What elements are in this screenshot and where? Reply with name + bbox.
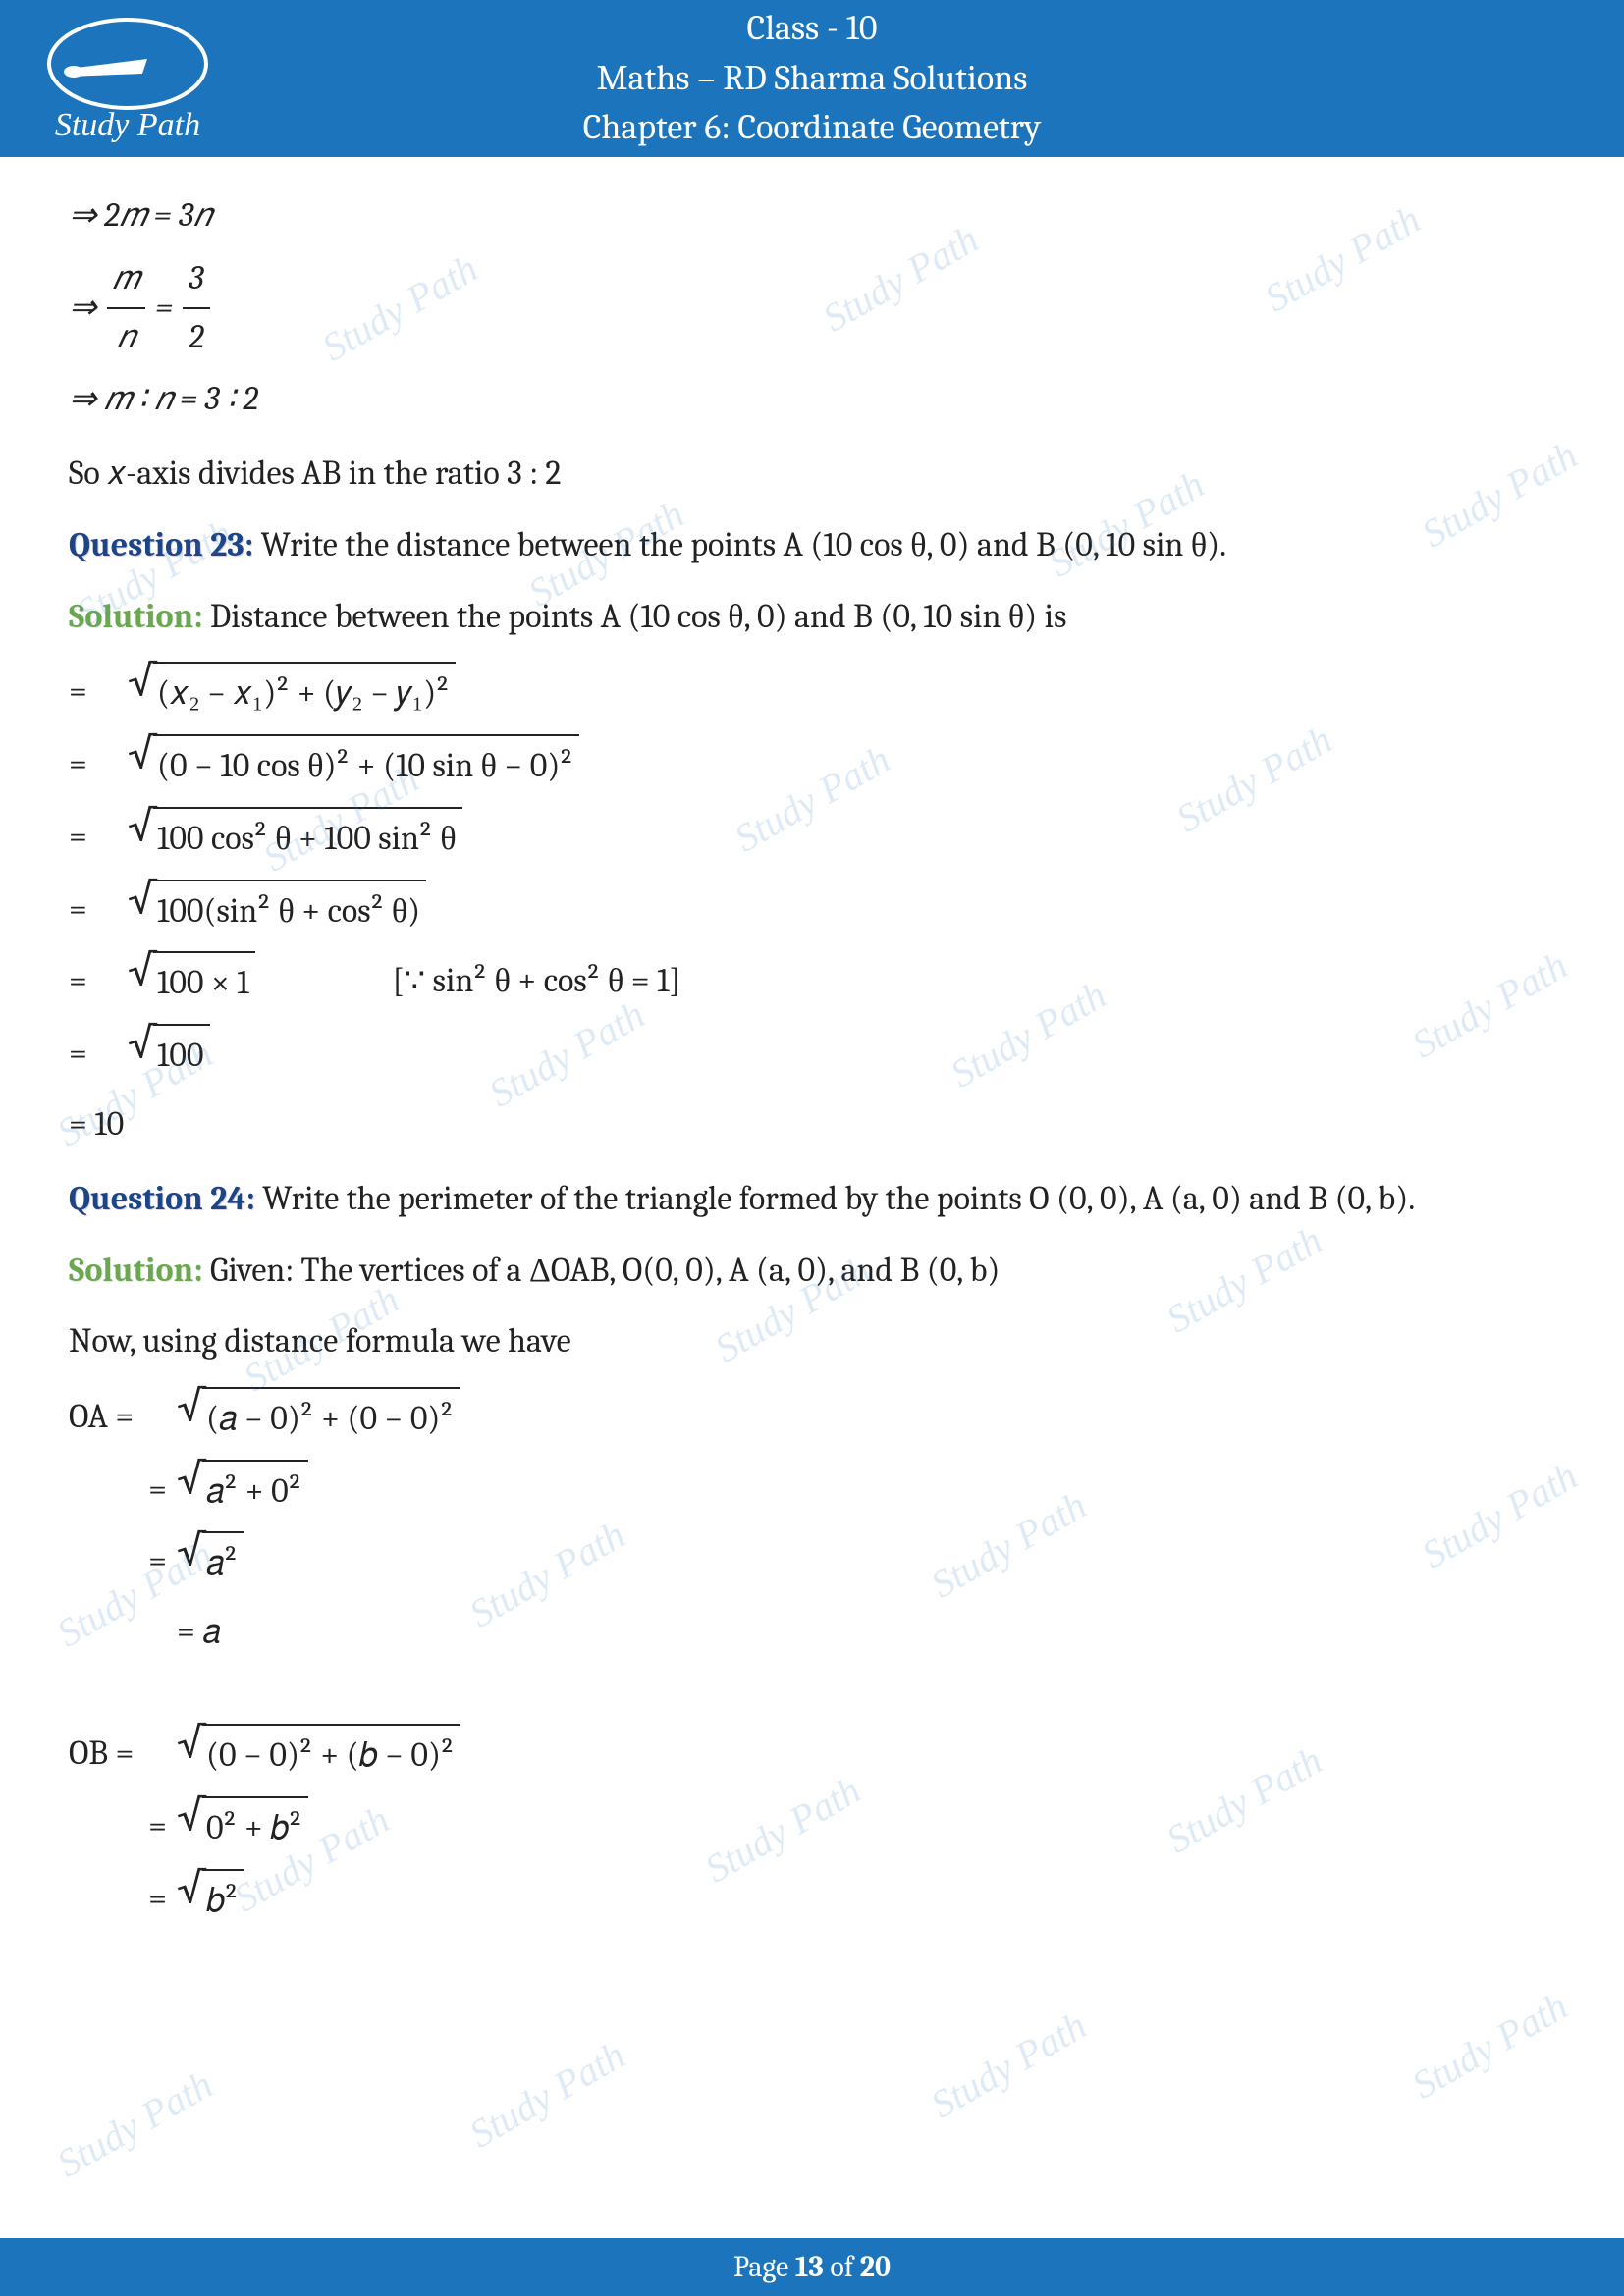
equals-prefix: = xyxy=(69,881,128,938)
logo-text: Study Path xyxy=(55,107,200,143)
identity-note: [∵ sin² θ + cos² θ = 1] xyxy=(393,953,681,1010)
ob-step1: OB = √(0 − 0)² + (𝑏 − 0)² xyxy=(69,1724,1555,1785)
equals-prefix: = xyxy=(69,1533,177,1590)
sqrt-expr: √(𝑥₂ − 𝑥₁)² + (𝑦₂ − 𝑦₁)² xyxy=(128,662,456,722)
page-content: ⇒ 2𝑚 = 3𝑛 ⇒ 𝑚 𝑛 = 3 2 ⇒ 𝑚 ∶ 𝑛 = 3 ∶ 2 So… xyxy=(0,157,1624,1929)
question-label: Question 23: xyxy=(69,525,253,564)
sqrt-expr: √(0 − 10 cos θ)² + (10 sin θ − 0)² xyxy=(128,734,579,795)
sqrt-body: 100 cos² θ + 100 sin² θ xyxy=(153,807,462,868)
oa-result: = 𝑎 xyxy=(177,1604,221,1661)
ob-lead: OB = xyxy=(69,1726,177,1783)
implies-symbol: ⇒ xyxy=(69,280,97,337)
class-line: Class - 10 xyxy=(0,4,1624,53)
footer-mid: of xyxy=(824,2250,860,2284)
q23-step1: = √(𝑥₂ − 𝑥₁)² + (𝑦₂ − 𝑦₁)² xyxy=(69,662,1555,722)
sqrt-expr: √100 xyxy=(128,1024,210,1085)
solution-text: Distance between the points A (10 cos θ,… xyxy=(203,597,1067,636)
oa-step2: = √𝑎² + 0² xyxy=(69,1460,1555,1521)
q23-step6: = √100 xyxy=(69,1024,1555,1085)
eq-line-1: ⇒ 2𝑚 = 3𝑛 xyxy=(69,187,1555,244)
ob-calculation: OB = √(0 − 0)² + (𝑏 − 0)² = √0² + 𝑏² = √… xyxy=(69,1724,1555,1929)
solution-label: Solution: xyxy=(69,597,203,636)
oa-lead: OA = xyxy=(69,1389,177,1446)
oa-calculation: OA = √(𝑎 − 0)² + (0 − 0)² = √𝑎² + 0² = √… xyxy=(69,1387,1555,1661)
ob-step2: = √0² + 𝑏² xyxy=(69,1796,1555,1857)
oa-step3: = √𝑎² xyxy=(69,1531,1555,1592)
solution-text: Given: The vertices of a ΔOAB, O(0, 0), … xyxy=(203,1251,1001,1290)
watermark-text: Study Path xyxy=(49,2061,221,2187)
sqrt-body: 100 xyxy=(153,1024,209,1085)
equals-prefix: = xyxy=(69,953,128,1010)
sqrt-body: (0 − 0)² + (𝑏 − 0)² xyxy=(202,1724,460,1785)
sqrt-body: (𝑥₂ − 𝑥₁)² + (𝑦₂ − 𝑦₁)² xyxy=(153,662,456,722)
frac-num: 𝑚 xyxy=(107,250,146,309)
sqrt-body: (𝑎 − 0)² + (0 − 0)² xyxy=(202,1387,460,1448)
eq-line-3: ⇒ 𝑚 ∶ 𝑛 = 3 ∶ 2 xyxy=(69,371,1555,428)
oa-step4: = 𝑎 xyxy=(69,1604,1555,1661)
sqrt-body: 0² + 𝑏² xyxy=(202,1796,308,1857)
ob-step3: = √𝑏² xyxy=(69,1869,1555,1930)
q23-step2: = √(0 − 10 cos θ)² + (10 sin θ − 0)² xyxy=(69,734,1555,795)
fraction-32: 3 2 xyxy=(183,250,210,366)
sqrt-body: 100(sin² θ + cos² θ) xyxy=(153,880,426,940)
sqrt-expr: √100 cos² θ + 100 sin² θ xyxy=(128,807,462,868)
sqrt-body: (0 − 10 cos θ)² + (10 sin θ − 0)² xyxy=(153,734,579,795)
frac-den-2: 2 xyxy=(183,309,210,366)
sqrt-expr: √(0 − 0)² + (𝑏 − 0)² xyxy=(177,1724,460,1785)
sqrt-expr: √100 × 1 xyxy=(128,951,255,1012)
page-footer: Page 13 of 20 xyxy=(0,2238,1624,2296)
sqrt-body: 𝑎² + 0² xyxy=(202,1460,308,1521)
solution-24-intro: Solution: Given: The vertices of a ΔOAB,… xyxy=(69,1245,1555,1297)
equals-prefix: = xyxy=(69,1798,177,1855)
frac-den: 𝑛 xyxy=(107,309,146,366)
question-23: Question 23: Write the distance between … xyxy=(69,519,1555,571)
conclusion-line: So 𝑥-axis divides AB in the ratio 3 : 2 xyxy=(69,448,1555,500)
logo-svg: Study Path xyxy=(29,10,226,147)
solution-23-intro: Solution: Distance between the points A … xyxy=(69,591,1555,643)
solution-label: Solution: xyxy=(69,1251,203,1290)
fraction-mn: 𝑚 𝑛 xyxy=(107,250,146,366)
q23-step7: = 10 xyxy=(69,1096,1555,1153)
page-header: Study Path Class - 10 Maths – RD Sharma … xyxy=(0,0,1624,157)
subject-line: Maths – RD Sharma Solutions xyxy=(0,54,1624,103)
equals-prefix: = xyxy=(69,664,128,721)
question-text: Write the perimeter of the triangle form… xyxy=(255,1179,1416,1218)
footer-page: 13 xyxy=(795,2250,824,2284)
equals-prefix: = xyxy=(69,1462,177,1519)
frac-num-2: 3 xyxy=(183,250,210,309)
chapter-line: Chapter 6: Coordinate Geometry xyxy=(0,103,1624,152)
footer-total: 20 xyxy=(860,2250,891,2284)
question-label: Question 24: xyxy=(69,1179,255,1218)
question-24: Question 24: Write the perimeter of the … xyxy=(69,1173,1555,1225)
equals-sign: = xyxy=(155,280,173,337)
sqrt-expr: √𝑎² xyxy=(177,1531,244,1592)
sqrt-body: 𝑏² xyxy=(202,1869,244,1930)
footer-prefix: Page xyxy=(733,2250,795,2284)
watermark-text: Study Path xyxy=(461,2032,633,2158)
sqrt-expr: √𝑏² xyxy=(177,1869,244,1930)
q23-step3: = √100 cos² θ + 100 sin² θ xyxy=(69,807,1555,868)
watermark-text: Study Path xyxy=(1404,1983,1576,2109)
equals-prefix: = xyxy=(69,1871,177,1928)
watermark-text: Study Path xyxy=(923,2002,1095,2128)
equals-prefix: = xyxy=(69,736,128,793)
equals-prefix: = xyxy=(69,1026,128,1083)
q23-step4: = √100(sin² θ + cos² θ) xyxy=(69,880,1555,940)
sqrt-body: 𝑎² xyxy=(202,1531,244,1592)
sqrt-expr: √𝑎² + 0² xyxy=(177,1460,308,1521)
sqrt-expr: √100(sin² θ + cos² θ) xyxy=(128,880,426,940)
oa-step1: OA = √(𝑎 − 0)² + (0 − 0)² xyxy=(69,1387,1555,1448)
sqrt-expr: √(𝑎 − 0)² + (0 − 0)² xyxy=(177,1387,460,1448)
sqrt-expr: √0² + 𝑏² xyxy=(177,1796,308,1857)
study-path-logo: Study Path xyxy=(29,10,226,147)
sqrt-body: 100 × 1 xyxy=(153,951,255,1012)
eq-line-2: ⇒ 𝑚 𝑛 = 3 2 xyxy=(69,250,1555,366)
equals-prefix: = xyxy=(69,809,128,866)
header-text-block: Class - 10 Maths – RD Sharma Solutions C… xyxy=(0,4,1624,152)
question-text: Write the distance between the points A … xyxy=(253,525,1226,564)
final-result: = 10 xyxy=(69,1096,124,1153)
q23-step5: = √100 × 1 [∵ sin² θ + cos² θ = 1] xyxy=(69,951,1555,1012)
distance-formula-line: Now, using distance formula we have xyxy=(69,1315,1555,1367)
